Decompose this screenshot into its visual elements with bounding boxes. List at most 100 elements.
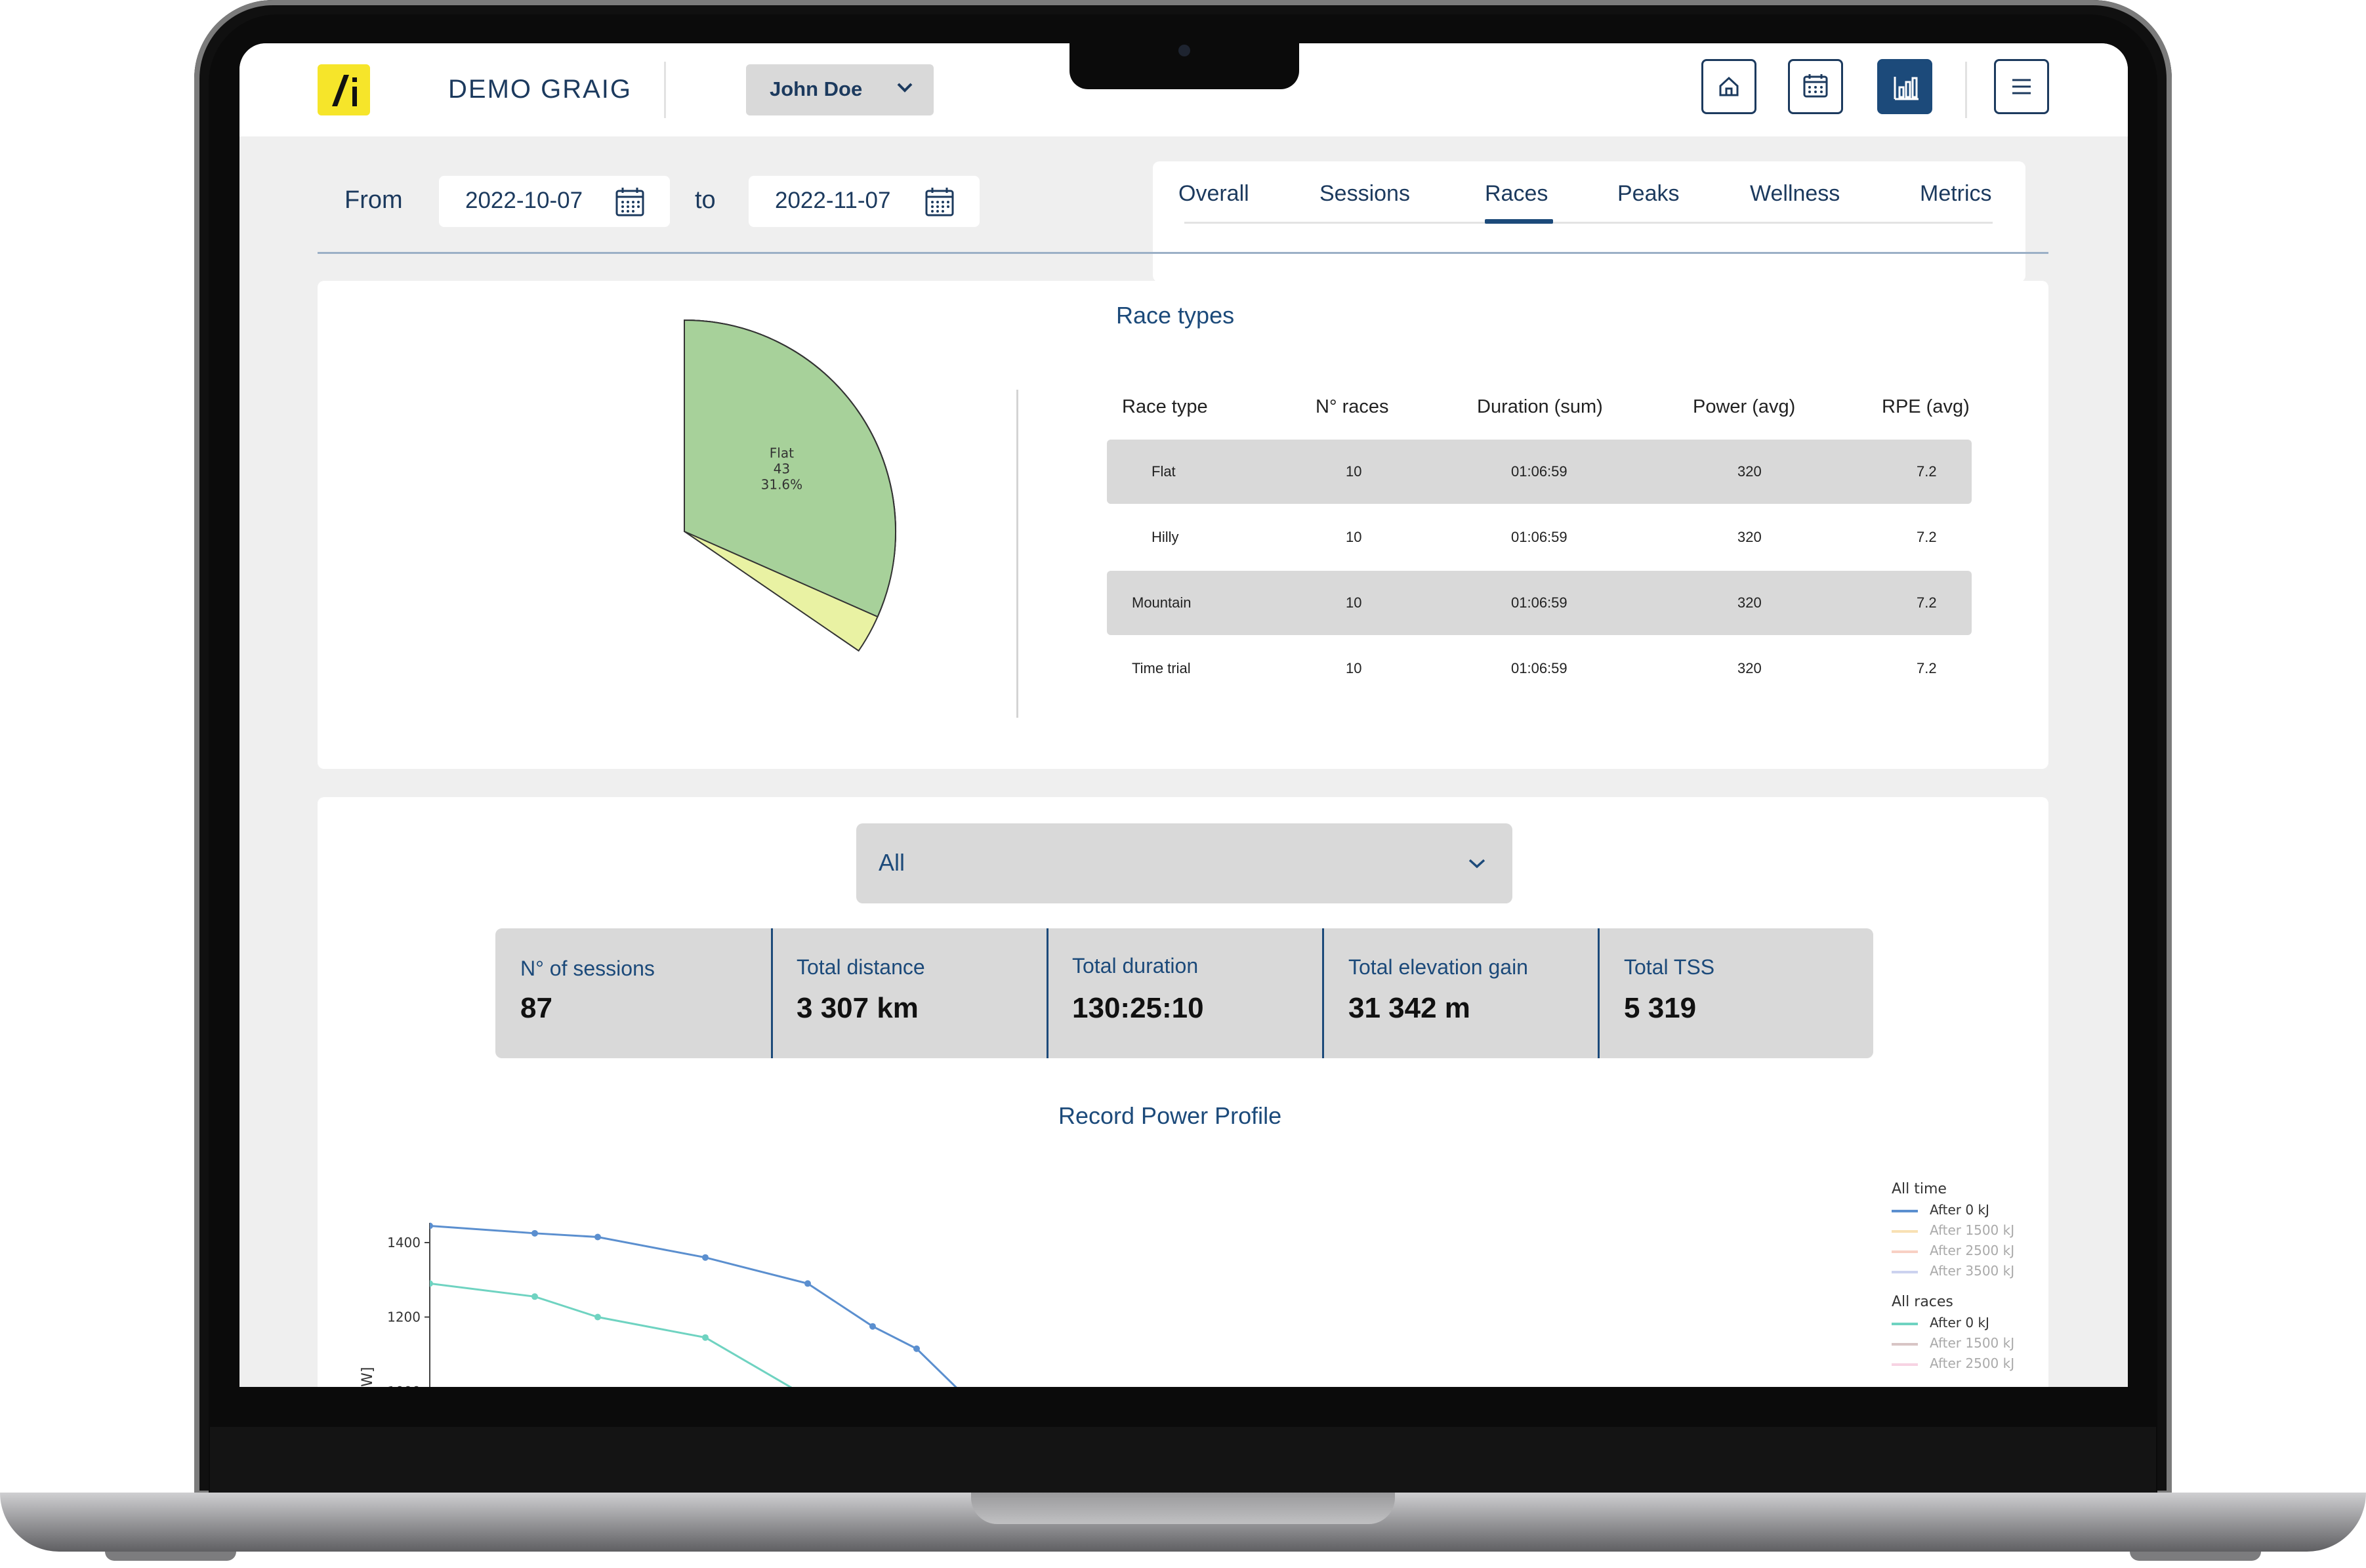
to-date-input[interactable] xyxy=(749,176,980,227)
legend-item[interactable]: After 1500 kJ xyxy=(1930,1335,2015,1351)
analytics-button[interactable] xyxy=(1877,59,1932,114)
calendar-icon xyxy=(1803,74,1828,98)
tab-races[interactable]: Races xyxy=(1485,181,1548,206)
table-cell: 10 xyxy=(1346,529,1362,545)
data-point[interactable] xyxy=(869,1323,876,1330)
stat-value: 87 xyxy=(520,992,552,1024)
data-point[interactable] xyxy=(594,1313,601,1321)
data-point[interactable] xyxy=(594,1233,601,1241)
tab-sessions[interactable]: Sessions xyxy=(1319,181,1410,206)
screen: DEMO GRAIG John Doe xyxy=(239,43,2128,1387)
col-header-n-races: N° races xyxy=(1316,396,1389,417)
pie-slice-flat[interactable] xyxy=(684,319,897,618)
table-cell: 10 xyxy=(1346,463,1362,480)
tab-peaks[interactable]: Peaks xyxy=(1617,181,1680,206)
table-cell: 320 xyxy=(1737,594,1762,611)
stat-label: Total duration xyxy=(1072,954,1199,978)
legend-item[interactable]: After 0 kJ xyxy=(1930,1202,1989,1218)
table-cell: 01:06:59 xyxy=(1511,529,1567,545)
stat-label: N° of sessions xyxy=(520,957,655,980)
calendar-icon[interactable] xyxy=(924,186,955,218)
table-cell: 7.2 xyxy=(1917,660,1937,676)
svg-text:31.6%: 31.6% xyxy=(761,476,803,492)
chevron-down-icon xyxy=(897,83,913,93)
table-cell: 7.2 xyxy=(1917,463,1937,480)
app-logo[interactable] xyxy=(318,64,370,115)
tab-wellness[interactable]: Wellness xyxy=(1750,181,1840,206)
table-cell: 10 xyxy=(1346,594,1362,611)
to-label: to xyxy=(695,186,716,214)
legend-item[interactable]: After 2500 kJ xyxy=(1930,1355,2015,1371)
table-row-bg xyxy=(1107,571,1972,635)
legend-swatch xyxy=(1892,1343,1918,1346)
divider xyxy=(1965,62,1967,118)
data-point[interactable] xyxy=(913,1345,920,1352)
table-cell: Hilly xyxy=(1152,529,1179,545)
race-types-pie-chart: Hilly4734.6%Time-Trial96.62%Mountain3727… xyxy=(684,319,897,652)
divider xyxy=(1322,928,1324,1058)
table-cell: 320 xyxy=(1737,529,1762,545)
from-date-value: 2022-10-07 xyxy=(465,188,583,213)
record-power-profile-lines xyxy=(430,1222,957,1387)
legend-item[interactable]: After 1500 kJ xyxy=(1930,1222,2015,1238)
from-date-input[interactable] xyxy=(439,176,670,227)
legend-swatch xyxy=(1892,1323,1918,1325)
data-point[interactable] xyxy=(531,1293,538,1300)
col-header-rpe: RPE (avg) xyxy=(1882,396,1970,417)
legend-group-title: All time xyxy=(1892,1181,1947,1197)
data-point[interactable] xyxy=(531,1229,538,1237)
divider xyxy=(1016,390,1018,718)
table-cell: 01:06:59 xyxy=(1511,463,1567,480)
stat-value: 3 307 km xyxy=(797,992,919,1024)
y-tick-label: 1400 xyxy=(387,1235,421,1250)
table-cell: 320 xyxy=(1737,463,1762,480)
home-button[interactable] xyxy=(1701,59,1756,114)
tab-overall[interactable]: Overall xyxy=(1178,181,1249,206)
legend-swatch xyxy=(1892,1363,1918,1366)
stat-value: 5 319 xyxy=(1624,992,1697,1024)
logo-icon xyxy=(332,75,357,106)
app-title: DEMO GRAIG xyxy=(448,75,633,104)
calendar-button[interactable] xyxy=(1788,59,1843,114)
legend-item[interactable]: After 2500 kJ xyxy=(1930,1243,2015,1258)
col-header-race-type: Race type xyxy=(1122,396,1208,417)
col-header-power: Power (avg) xyxy=(1693,396,1796,417)
from-label: From xyxy=(344,186,403,214)
laptop-chin xyxy=(210,1427,2156,1493)
legend-item[interactable]: After 3500 kJ xyxy=(1930,1263,2015,1279)
y-tick-label: 1200 xyxy=(387,1310,421,1325)
race-type-filter-select[interactable] xyxy=(856,823,1512,903)
data-point[interactable] xyxy=(430,1222,433,1229)
table-cell: Flat xyxy=(1152,463,1176,480)
to-date-value: 2022-11-07 xyxy=(775,188,891,213)
data-point[interactable] xyxy=(702,1254,709,1261)
table-cell: 7.2 xyxy=(1917,529,1937,545)
filter-selected-value: All xyxy=(879,849,905,876)
legend-group-title: All races xyxy=(1892,1294,1953,1310)
table-cell: Mountain xyxy=(1132,594,1192,611)
home-icon xyxy=(1719,76,1739,96)
data-point[interactable] xyxy=(804,1280,811,1287)
data-point[interactable] xyxy=(702,1334,709,1341)
table-cell: Time trial xyxy=(1132,660,1191,676)
power-profile-title: Record Power Profile xyxy=(1058,1102,1282,1129)
legend-item[interactable]: After 0 kJ xyxy=(1930,1315,1989,1331)
data-point[interactable] xyxy=(430,1280,433,1287)
camera xyxy=(1178,45,1190,56)
legend-swatch xyxy=(1892,1271,1918,1273)
active-tab-indicator xyxy=(1485,219,1553,224)
series-line xyxy=(430,1282,793,1387)
tabs-baseline xyxy=(1184,222,1993,224)
svg-text:43: 43 xyxy=(774,461,790,476)
table-row-bg xyxy=(1107,440,1972,504)
section-separator xyxy=(318,252,2048,254)
divider xyxy=(664,62,666,118)
hamburger-icon xyxy=(2012,79,2031,94)
tab-metrics[interactable]: Metrics xyxy=(1920,181,1992,206)
calendar-icon[interactable] xyxy=(615,186,645,218)
stat-label: Total distance xyxy=(797,955,925,979)
menu-button[interactable] xyxy=(1994,59,2049,114)
table-cell: 320 xyxy=(1737,660,1762,676)
divider xyxy=(1598,928,1600,1058)
stat-label: Total elevation gain xyxy=(1348,955,1528,979)
